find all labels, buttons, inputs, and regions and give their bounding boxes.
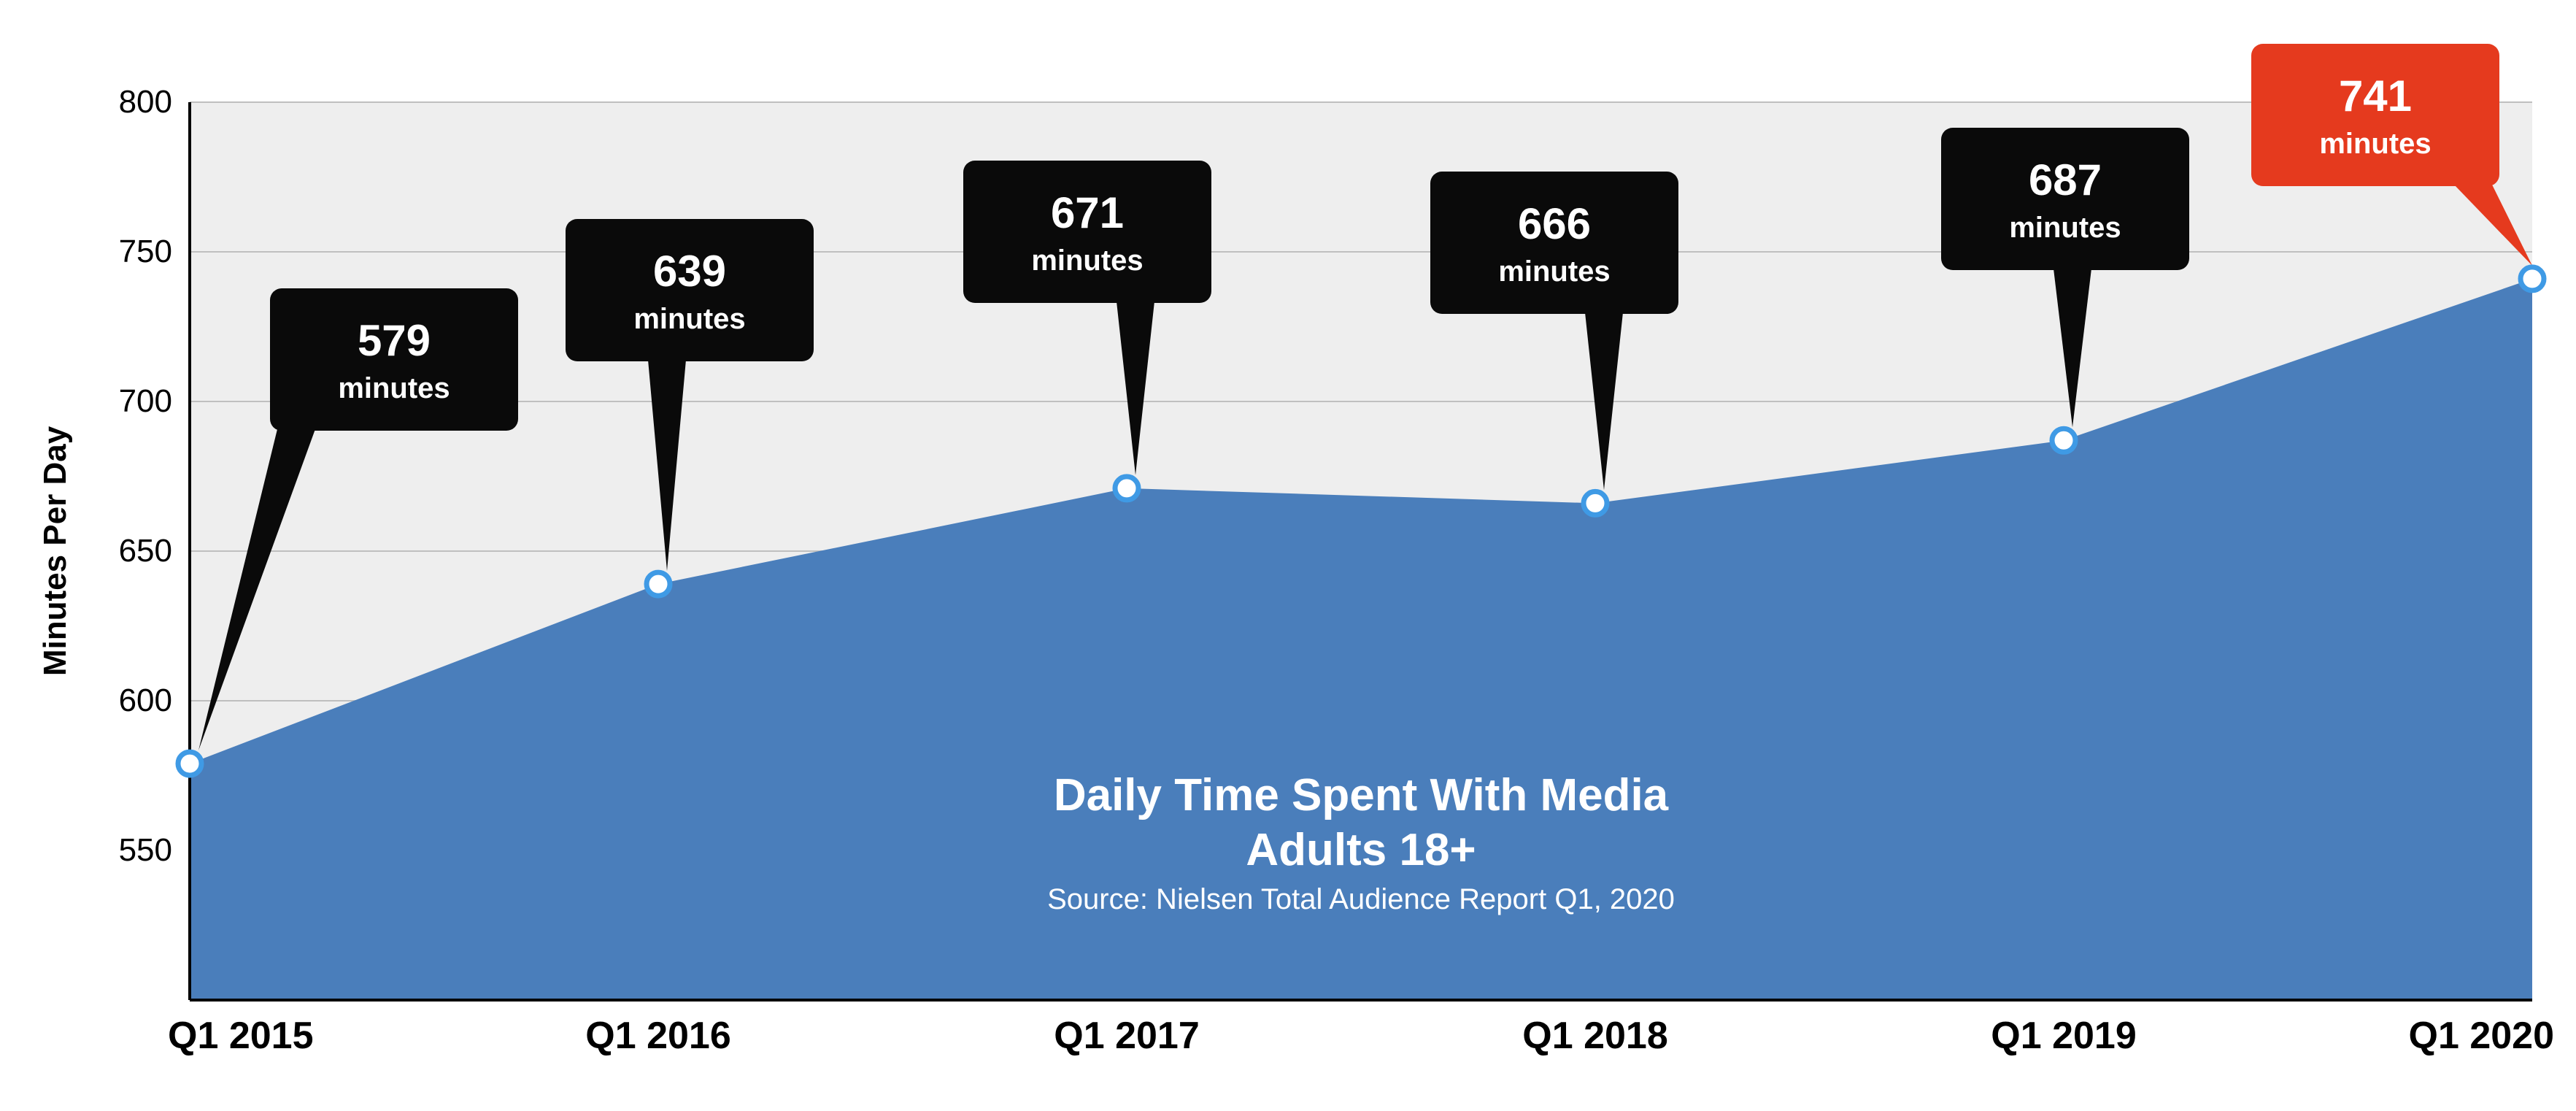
callout-highlight: 741 minutes: [2251, 44, 2499, 186]
callout-unit: minutes: [2319, 128, 2431, 160]
callout: 639 minutes: [566, 219, 814, 361]
x-tick-label: Q1 2020: [2409, 1015, 2555, 1057]
callout-value: 741: [2339, 72, 2412, 120]
y-tick-label: 550: [119, 832, 172, 868]
callout-unit: minutes: [633, 303, 745, 335]
callout-value: 639: [653, 247, 726, 296]
callout-value: 687: [2029, 155, 2102, 204]
x-tick-label: Q1 2016: [585, 1015, 731, 1057]
callout-value: 671: [1051, 188, 1124, 237]
data-marker: [647, 572, 670, 596]
data-marker: [178, 752, 201, 775]
x-tick-label: Q1 2018: [1522, 1015, 1668, 1057]
callout: 579 minutes: [270, 288, 518, 431]
data-marker: [1115, 477, 1138, 500]
chart-source: Source: Nielsen Total Audience Report Q1…: [1047, 883, 1675, 915]
callout-unit: minutes: [1498, 255, 1610, 288]
callout-value: 666: [1518, 199, 1591, 248]
y-tick-label: 750: [119, 234, 172, 269]
y-tick-label: 650: [119, 533, 172, 569]
y-tick-label: 800: [119, 84, 172, 120]
callout: 666 minutes: [1430, 172, 1678, 314]
data-marker: [2052, 428, 2075, 452]
callout: 671 minutes: [963, 161, 1211, 303]
x-tick-label: Q1 2015: [168, 1015, 314, 1057]
callout-unit: minutes: [2009, 212, 2121, 244]
callout-unit: minutes: [1031, 245, 1143, 277]
media-time-chart: 550 600 650 700 750 800 Minutes Per Day Q1 2015…: [0, 0, 2576, 1111]
callout: 687 minutes: [1941, 128, 2189, 270]
callout-value: 579: [358, 316, 431, 365]
callout-unit: minutes: [338, 372, 450, 404]
chart-title-line1: Daily Time Spent With Media: [1054, 770, 1669, 820]
x-tick-label: Q1 2017: [1054, 1015, 1200, 1057]
chart-title-line2: Adults 18+: [1246, 825, 1476, 875]
y-tick-label: 700: [119, 383, 172, 419]
data-marker: [1584, 491, 1607, 515]
data-marker: [2521, 267, 2544, 291]
x-tick-label: Q1 2019: [1991, 1015, 2137, 1057]
y-tick-label: 600: [119, 683, 172, 718]
y-axis-label: Minutes Per Day: [37, 426, 73, 676]
